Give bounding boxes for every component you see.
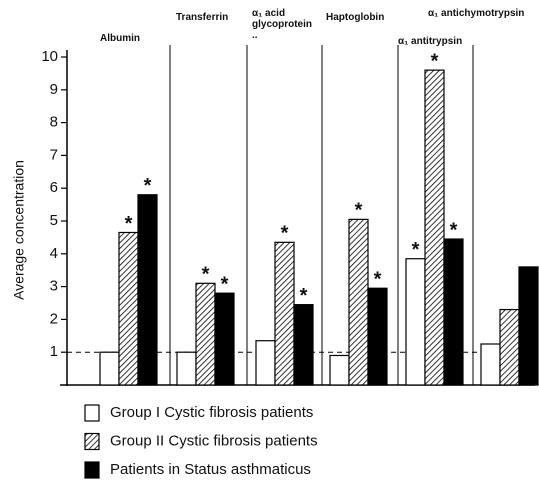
significance-marker: * xyxy=(355,200,363,222)
legend-label: Patients in Status asthmaticus xyxy=(110,461,311,478)
significance-marker: * xyxy=(202,264,210,286)
bar xyxy=(176,351,197,386)
category-label-box: α₁ acid glycoprotein .. xyxy=(252,8,313,38)
legend-swatch xyxy=(84,461,100,479)
category-label: Transferrin xyxy=(176,12,229,23)
significance-marker: * xyxy=(125,213,133,235)
bar xyxy=(367,287,388,386)
significance-marker: * xyxy=(431,50,439,72)
significance-marker: * xyxy=(300,285,308,307)
significance-marker: * xyxy=(281,223,289,245)
legend-label: Group II Cystic fibrosis patients xyxy=(110,432,318,449)
bar xyxy=(480,343,501,386)
bar xyxy=(99,351,120,386)
bar xyxy=(499,308,520,386)
legend-swatch xyxy=(84,432,100,451)
y-tick-label: 6 xyxy=(50,179,58,196)
y-tick-label: 8 xyxy=(50,114,58,131)
y-tick-label: 10 xyxy=(41,48,58,65)
bar xyxy=(405,258,426,386)
y-tick-label: 3 xyxy=(50,278,58,295)
y-tick-label: 9 xyxy=(50,81,58,98)
legend-label: Group I Cystic fibrosis patients xyxy=(110,404,313,421)
bar xyxy=(274,241,295,386)
y-tick-label: 1 xyxy=(50,343,58,360)
category-label: Haptoglobin xyxy=(326,12,385,23)
category-label-box: Albumin xyxy=(100,33,140,44)
category-label: Albumin xyxy=(100,33,140,44)
bar xyxy=(118,231,139,386)
significance-marker: * xyxy=(412,239,420,261)
significance-marker: * xyxy=(450,219,458,241)
y-tick-label: 4 xyxy=(50,245,58,262)
bar xyxy=(518,266,539,386)
y-tick-label: 5 xyxy=(50,212,58,229)
bar xyxy=(443,238,464,386)
bar xyxy=(195,282,216,386)
significance-marker: * xyxy=(374,269,382,291)
bar xyxy=(255,340,276,386)
category-label-box: α₁ antitrypsin xyxy=(398,36,463,47)
bar xyxy=(348,218,369,386)
bar xyxy=(214,292,235,386)
bar xyxy=(329,354,350,386)
legend-swatch xyxy=(84,404,100,422)
category-label: α₁ antichymotrypsin xyxy=(428,8,525,19)
category-label-box: α₁ antichymotrypsin xyxy=(428,8,525,19)
category-label: α₁ antitrypsin xyxy=(398,36,463,47)
bar xyxy=(424,69,445,386)
category-label-box: Transferrin xyxy=(176,12,229,23)
significance-marker: * xyxy=(221,273,229,295)
significance-marker: * xyxy=(144,175,152,197)
category-label-box: Haptoglobin xyxy=(326,12,385,23)
bar xyxy=(137,194,158,386)
y-tick-label: 2 xyxy=(50,310,58,327)
y-axis-label: Average concentration xyxy=(11,160,27,300)
bar xyxy=(293,304,314,386)
y-tick-label: 7 xyxy=(50,146,58,163)
category-label: α₁ acid glycoprotein .. xyxy=(252,8,313,38)
